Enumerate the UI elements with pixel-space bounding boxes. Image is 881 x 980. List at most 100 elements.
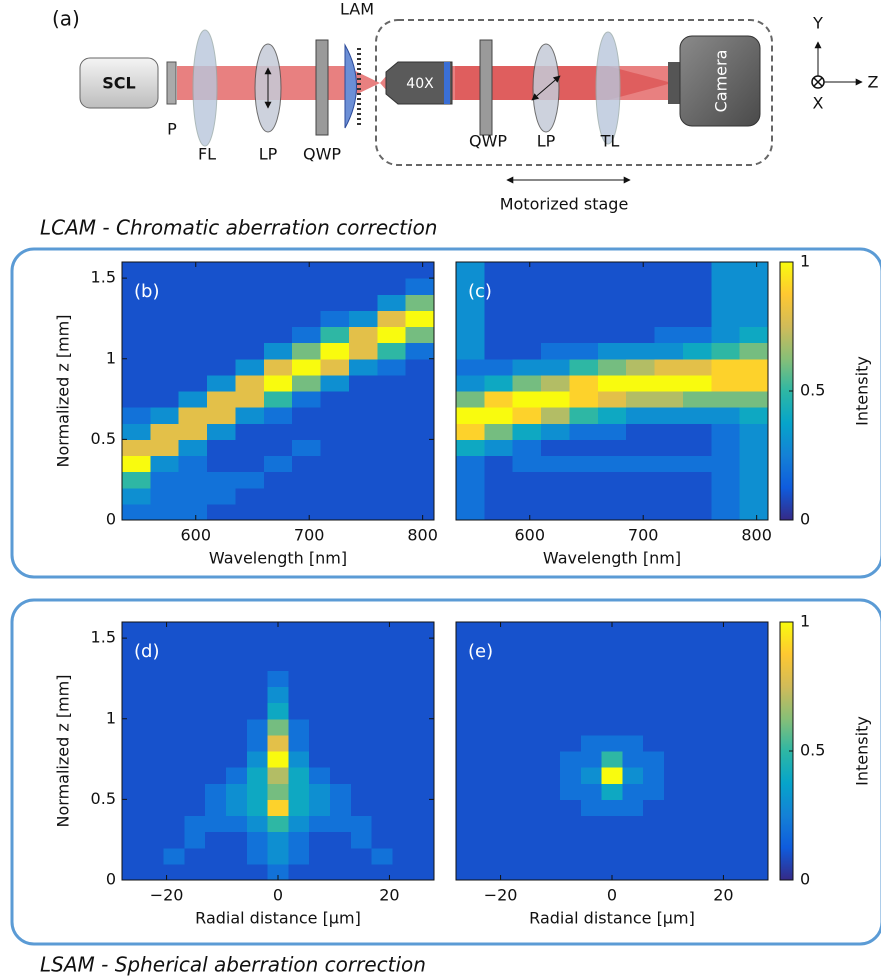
heatmap-cell bbox=[267, 783, 289, 800]
heatmap-cell bbox=[512, 374, 542, 392]
heatmap-cell bbox=[413, 831, 435, 849]
heatmap-cell bbox=[122, 294, 151, 311]
heatmap-cell bbox=[226, 767, 248, 784]
heatmap-cell bbox=[122, 326, 151, 344]
heatmap-cell bbox=[622, 847, 644, 865]
heatmap-cell bbox=[122, 391, 151, 408]
heatmap-cell bbox=[512, 487, 542, 505]
heatmap-cell bbox=[246, 847, 269, 865]
heatmap-cell bbox=[684, 718, 707, 736]
heatmap-cell bbox=[150, 471, 180, 489]
heatmap-cell bbox=[330, 751, 352, 768]
heatmap-cell bbox=[597, 294, 627, 311]
component-label: P bbox=[167, 120, 177, 139]
heatmap-cell bbox=[682, 262, 712, 279]
heatmap-cell bbox=[246, 799, 269, 817]
heatmap-cell bbox=[484, 326, 514, 344]
heatmap-cell bbox=[330, 863, 352, 881]
heatmap-cell bbox=[601, 783, 623, 800]
heatmap-cell bbox=[601, 863, 623, 881]
heatmap-cell bbox=[413, 686, 435, 704]
heatmap-cell bbox=[541, 358, 571, 376]
heatmap-cell bbox=[497, 767, 519, 784]
heatmap-cell bbox=[705, 638, 727, 655]
waveplate bbox=[315, 39, 329, 136]
heatmap-cell bbox=[597, 407, 627, 424]
heatmap-cell bbox=[330, 686, 352, 704]
heatmap-cell bbox=[580, 863, 603, 881]
heatmap-cell bbox=[580, 751, 603, 768]
heatmap-cell bbox=[664, 863, 686, 881]
heatmap-cell bbox=[626, 374, 656, 392]
heatmap-cell bbox=[348, 262, 378, 279]
heatmap-cell bbox=[541, 326, 571, 344]
heatmap-cell bbox=[664, 767, 686, 784]
heatmap-cell bbox=[377, 358, 407, 376]
heatmap-cell bbox=[705, 734, 727, 752]
caption: LSAM - Spherical aberration correction bbox=[40, 953, 426, 977]
heatmap-cell bbox=[392, 783, 414, 800]
heatmap-cell bbox=[309, 622, 331, 639]
heatmap-cell bbox=[512, 358, 542, 376]
heatmap-cell bbox=[392, 863, 414, 881]
heatmap-cell bbox=[560, 751, 582, 768]
heatmap-cell bbox=[476, 702, 499, 720]
heatmap-cell bbox=[184, 831, 206, 849]
heatmap-cell bbox=[246, 734, 269, 752]
heatmap-cell bbox=[371, 702, 393, 720]
heatmap-cell bbox=[601, 670, 623, 688]
heatmap-cell bbox=[371, 831, 393, 849]
heatmap-cell bbox=[539, 847, 561, 865]
heatmap-cell bbox=[601, 654, 623, 671]
heatmap-cell bbox=[626, 487, 656, 505]
heatmap-cell bbox=[392, 847, 414, 865]
heatmap-cell bbox=[267, 702, 289, 720]
heatmap-cell bbox=[163, 622, 185, 639]
heatmap-cell bbox=[739, 455, 769, 473]
heatmap-cell bbox=[205, 654, 227, 671]
heatmap-cell bbox=[163, 654, 185, 671]
heatmap-cell bbox=[541, 342, 571, 360]
heatmap-cell bbox=[226, 783, 248, 800]
heatmap-cell bbox=[643, 831, 665, 849]
heatmap-cell bbox=[622, 831, 644, 849]
heatmap-cell bbox=[684, 863, 707, 881]
heatmap-cell bbox=[684, 734, 707, 752]
heatmap-cell bbox=[330, 767, 352, 784]
heatmap-cell bbox=[184, 670, 206, 688]
heatmap-cell bbox=[350, 815, 373, 833]
heatmap-cell bbox=[684, 799, 707, 817]
heatmap-cell bbox=[122, 278, 151, 295]
heatmap-cell bbox=[178, 358, 208, 376]
heatmap-cell bbox=[654, 455, 684, 473]
laser-box bbox=[79, 57, 159, 109]
heatmap-cell bbox=[569, 391, 599, 408]
heatmap-cell bbox=[320, 391, 350, 408]
heatmap-cell bbox=[184, 718, 206, 736]
heatmap-cell bbox=[413, 863, 435, 881]
heatmap-cell bbox=[205, 783, 227, 800]
heatmap-cell bbox=[643, 799, 665, 817]
y-tick-label: 1.5 bbox=[91, 268, 116, 287]
heatmap-cell bbox=[263, 374, 293, 392]
heatmap-cell bbox=[569, 423, 599, 440]
heatmap-cell bbox=[497, 622, 519, 639]
heatmap-cell bbox=[518, 654, 540, 671]
y-tick-label: 1.5 bbox=[91, 628, 116, 647]
heatmap-cell bbox=[456, 622, 478, 639]
heatmap-cell bbox=[371, 863, 393, 881]
polarizer bbox=[166, 61, 177, 105]
objective bbox=[385, 61, 453, 105]
heatmap-cell bbox=[726, 847, 748, 865]
heatmap-cell bbox=[205, 815, 227, 833]
heatmap-cell bbox=[320, 471, 350, 489]
heatmap-cell bbox=[122, 670, 144, 688]
heatmap-cell bbox=[569, 503, 599, 521]
heatmap-cell bbox=[288, 751, 310, 768]
heatmap-cell bbox=[246, 783, 269, 800]
heatmap-cell bbox=[348, 503, 378, 521]
heatmap-cell bbox=[377, 374, 407, 392]
heatmap-cell bbox=[392, 799, 414, 817]
heatmap-cell bbox=[184, 783, 206, 800]
heatmap-cell bbox=[569, 471, 599, 489]
